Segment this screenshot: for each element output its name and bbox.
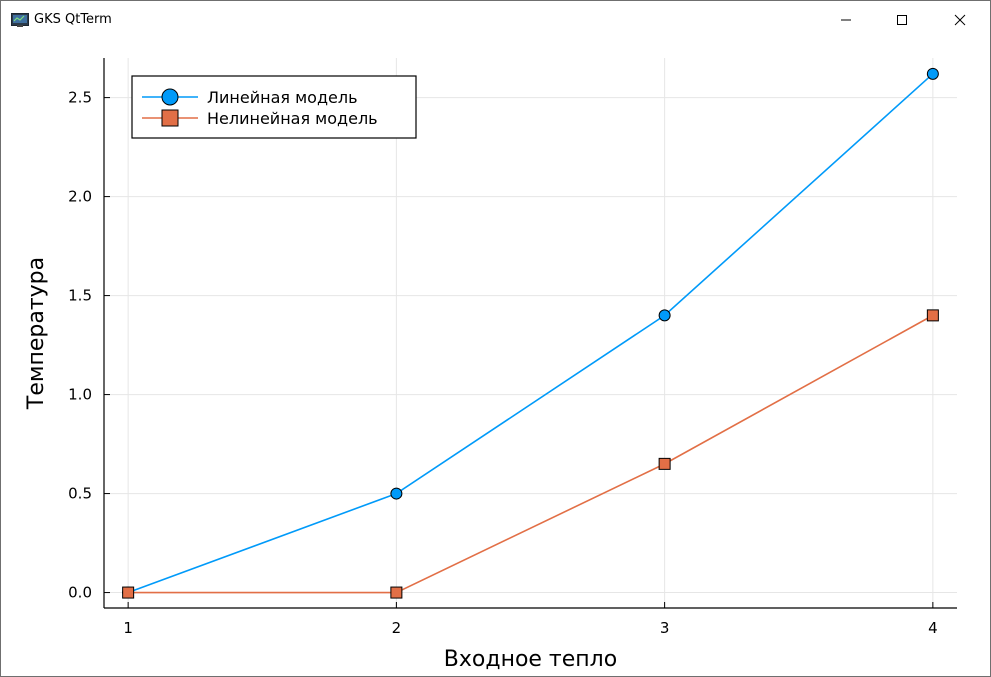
window-title: GKS QtTerm [34,12,112,27]
tick-labels: 1 2 3 4 0.0 0.5 1.0 1.5 2.0 2.5 [68,89,937,637]
legend-label-2: Нелинейная модель [207,109,378,128]
close-icon [954,14,966,25]
series-1-point [926,67,939,80]
maximize-button[interactable] [879,1,925,38]
x-tick-label: 3 [660,619,670,637]
legend-marker-1 [161,88,179,106]
legend-box [131,75,417,139]
x-tick-label: 1 [123,619,133,637]
series [122,67,939,599]
x-tick-label: 4 [928,619,938,637]
minimize-button[interactable] [823,1,869,38]
series-line-1 [127,73,934,594]
series-1-point [390,487,403,500]
y-tick-label: 0.5 [68,485,92,503]
y-tick-label: 1.0 [68,386,92,404]
series-line-2 [128,314,934,594]
x-tick-label: 2 [392,619,402,637]
minimize-icon [841,19,851,20]
legend: Линейная модель Нелинейная модель [131,75,417,139]
legend-label-1: Линейная модель [207,88,358,107]
series-2-point [390,586,403,599]
x-axis-label: Входное тепло [444,647,617,672]
series-2-point [122,586,135,599]
maximize-icon [897,14,907,25]
y-axis-label: Температура [24,257,49,410]
y-tick-label: 0.0 [68,584,92,602]
y-tick-label: 1.5 [68,287,92,305]
close-button[interactable] [937,1,983,38]
title-bar[interactable]: GKS QtTerm [1,1,990,38]
axes [103,58,957,609]
y-tick-label: 2.5 [68,89,92,107]
legend-marker-2 [161,109,179,127]
series-1-point [658,309,671,322]
chart-area: 1 2 3 4 0.0 0.5 1.0 1.5 2.0 2.5 Линейная модель Не… [24,58,957,672]
series-2-point [926,309,939,322]
grid [104,58,957,608]
series-2-point [658,457,671,470]
y-tick-label: 2.0 [68,188,92,206]
terminal-app-icon [11,12,29,27]
